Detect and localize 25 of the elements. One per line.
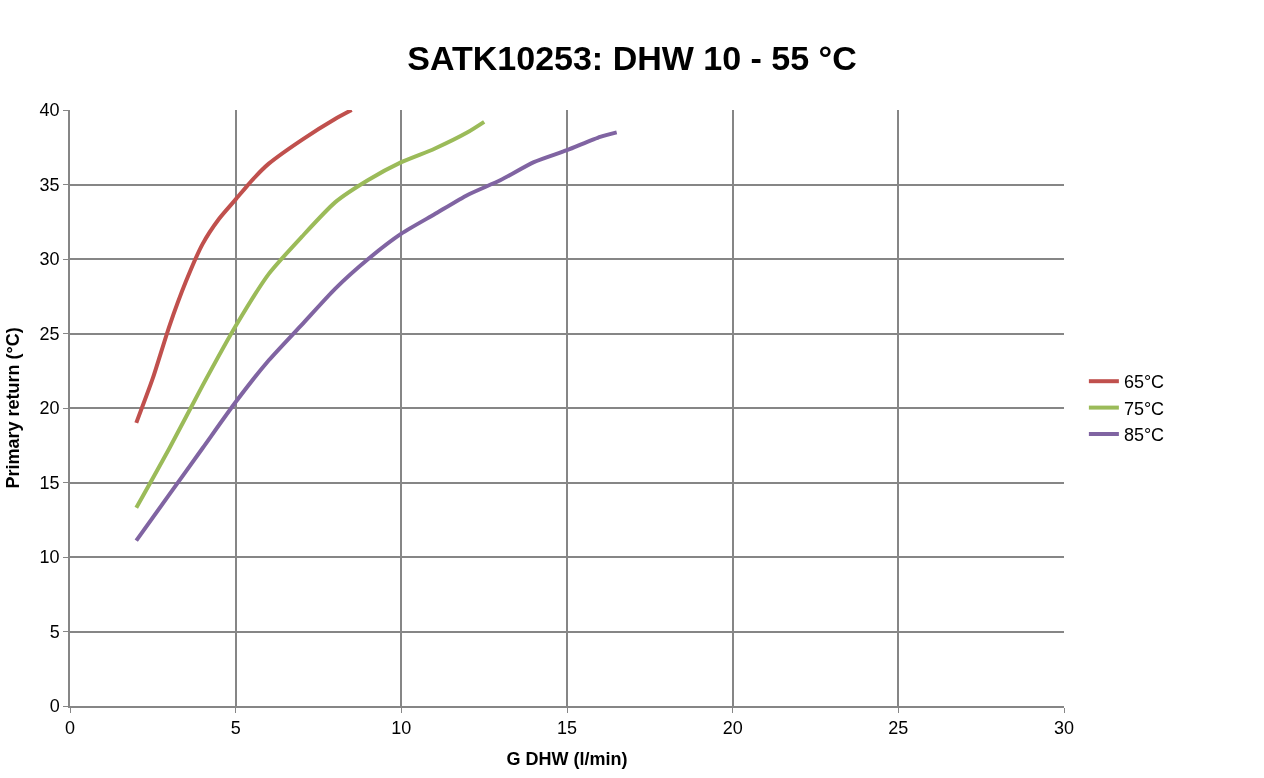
x-tick-label: 0 xyxy=(64,718,76,739)
line-series xyxy=(134,130,619,543)
line-series xyxy=(134,110,354,425)
y-axis-title: Primary return (°C) xyxy=(3,327,24,489)
x-tick-label: 5 xyxy=(230,718,241,739)
y-tick-label: 35 xyxy=(39,174,60,195)
x-tick-label: 25 xyxy=(888,718,909,739)
legend-label: 65°C xyxy=(1123,372,1165,393)
x-axis-title: G DHW (l/min) xyxy=(506,748,628,769)
y-tick-label: 30 xyxy=(39,249,60,270)
chart-title: SATK10253: DHW 10 - 55 °C xyxy=(407,39,857,78)
y-tick-label: 5 xyxy=(49,621,60,642)
line-series xyxy=(134,119,487,510)
y-tick-label: 40 xyxy=(39,100,60,121)
y-tick-label: 0 xyxy=(49,696,60,717)
x-tick-label: 20 xyxy=(722,718,743,739)
y-tick-label: 20 xyxy=(39,398,60,419)
x-tick-label: 30 xyxy=(1053,718,1075,739)
y-tick-label: 15 xyxy=(39,472,60,493)
x-tick-label: 10 xyxy=(391,718,412,739)
legend-label: 75°C xyxy=(1123,398,1165,419)
legend-label: 85°C xyxy=(1123,425,1165,446)
y-tick-label: 10 xyxy=(39,547,60,568)
x-tick-label: 15 xyxy=(556,718,578,739)
y-tick-label: 25 xyxy=(39,323,60,344)
